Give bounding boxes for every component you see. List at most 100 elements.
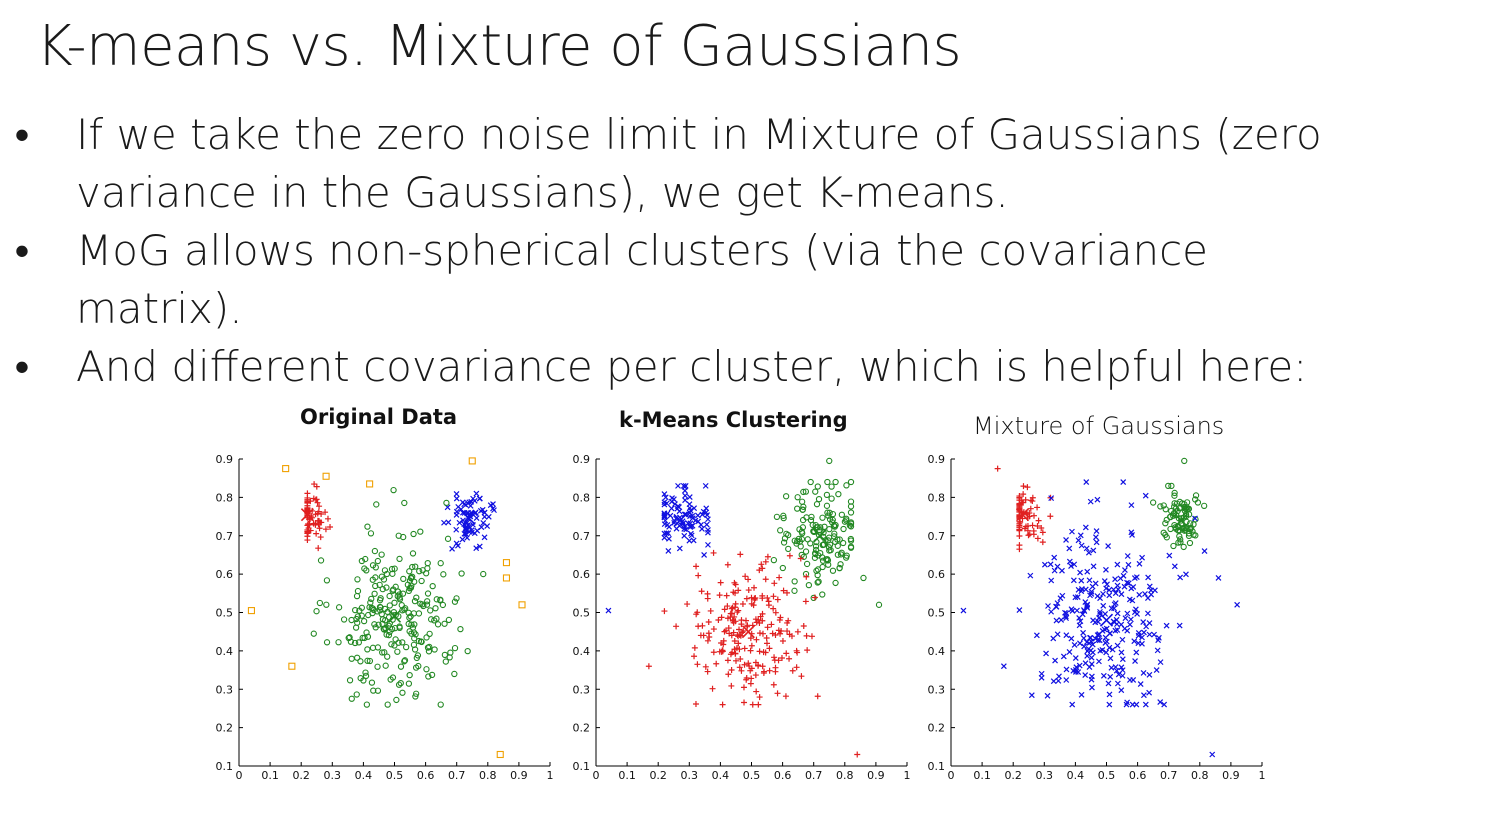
data-point — [718, 614, 725, 621]
data-point — [799, 516, 807, 524]
data-point — [1144, 610, 1151, 617]
data-point — [461, 501, 468, 508]
data-point — [412, 693, 419, 700]
data-point — [860, 574, 867, 582]
data-point — [346, 634, 353, 641]
data-point — [369, 562, 377, 569]
data-point — [451, 598, 459, 605]
data-point — [738, 667, 745, 674]
y-tick-label: 0.6 — [216, 568, 234, 581]
data-point — [772, 631, 779, 638]
data-point — [386, 628, 393, 636]
data-point — [722, 627, 729, 634]
data-point — [811, 554, 819, 561]
data-point — [1000, 663, 1007, 670]
data-point — [765, 598, 772, 605]
data-point — [686, 509, 693, 516]
data-point — [673, 623, 680, 630]
data-point — [313, 530, 320, 537]
data-point — [759, 663, 766, 670]
x-tick-label: 0.9 — [510, 769, 528, 782]
data-point — [1016, 501, 1023, 508]
data-point — [410, 610, 417, 617]
data-point — [1176, 622, 1183, 629]
data-point — [358, 604, 365, 611]
data-point — [727, 651, 734, 658]
data-point — [694, 512, 701, 519]
data-point — [727, 614, 734, 621]
data-point — [1201, 548, 1208, 554]
data-point — [1094, 496, 1101, 503]
data-point — [352, 624, 360, 631]
plot-original-data: Original Data 0 0.1 0.2 0.3 0.4 0.5 0.6 0.7 0.8 0… — [205, 395, 555, 812]
x-tick-label: 0.4 — [1067, 769, 1085, 782]
data-point — [1180, 525, 1187, 532]
data-point — [480, 570, 487, 578]
data-point — [826, 457, 833, 465]
data-point — [348, 695, 355, 702]
data-point — [799, 506, 806, 513]
y-tick-label: 0.1 — [928, 760, 946, 773]
data-point — [317, 557, 325, 564]
data-point — [1135, 630, 1142, 636]
data-point — [717, 579, 724, 586]
data-point — [1171, 492, 1178, 499]
y-tick-label: 0.6 — [573, 568, 591, 581]
data-point — [480, 520, 487, 526]
data-point — [741, 699, 748, 706]
data-point — [688, 530, 694, 537]
data-point — [780, 514, 787, 522]
data-point — [745, 660, 752, 667]
data-point — [395, 532, 402, 539]
data-point — [1103, 585, 1110, 592]
data-point — [847, 509, 855, 516]
data-point — [1127, 616, 1134, 623]
cluster-center — [673, 513, 687, 527]
data-point — [847, 535, 855, 543]
data-point — [394, 648, 401, 655]
data-point — [1085, 549, 1092, 556]
x-tick-label: 0.5 — [1098, 769, 1116, 782]
data-point — [779, 564, 786, 572]
data-point — [346, 677, 354, 684]
data-point — [756, 694, 763, 701]
data-point — [390, 486, 397, 494]
data-point — [378, 551, 385, 558]
data-point — [1137, 681, 1144, 687]
bullet-text: And different covariance per cluster, wh… — [76, 342, 1308, 391]
x-tick-label: 0 — [236, 769, 243, 782]
data-point — [1016, 533, 1023, 540]
data-point — [764, 594, 771, 601]
data-point — [1096, 637, 1103, 644]
data-point — [1102, 611, 1109, 617]
data-point — [1106, 592, 1113, 599]
data-point — [1088, 661, 1095, 667]
data-point — [794, 494, 801, 501]
data-point — [411, 621, 418, 628]
data-point — [396, 624, 403, 631]
data-point — [440, 571, 447, 578]
data-point — [1143, 623, 1150, 630]
data-point — [1112, 576, 1118, 583]
data-point — [1140, 692, 1147, 699]
data-point — [247, 607, 255, 615]
data-point — [810, 527, 818, 535]
data-point — [360, 617, 368, 625]
data-point — [728, 610, 735, 617]
data-point — [373, 501, 380, 508]
data-point — [502, 559, 511, 567]
data-point — [1093, 539, 1100, 546]
data-point — [803, 573, 810, 580]
data-point — [782, 493, 790, 500]
data-point — [1069, 701, 1076, 708]
data-point — [1059, 567, 1065, 574]
data-point — [315, 545, 322, 552]
data-point — [842, 554, 850, 561]
data-point — [1144, 595, 1151, 601]
data-point — [645, 663, 652, 670]
data-point — [812, 546, 820, 554]
data-point — [703, 521, 710, 528]
data-point — [728, 632, 735, 639]
data-point — [1088, 676, 1095, 683]
data-point — [728, 682, 735, 689]
